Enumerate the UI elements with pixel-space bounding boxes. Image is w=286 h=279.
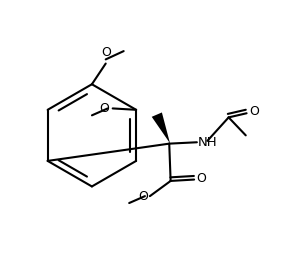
Text: O: O	[102, 45, 112, 59]
Text: O: O	[139, 190, 148, 203]
Text: O: O	[100, 102, 109, 115]
Polygon shape	[152, 112, 170, 143]
Text: NH: NH	[198, 136, 218, 149]
Text: O: O	[196, 172, 206, 185]
Text: O: O	[249, 105, 259, 118]
